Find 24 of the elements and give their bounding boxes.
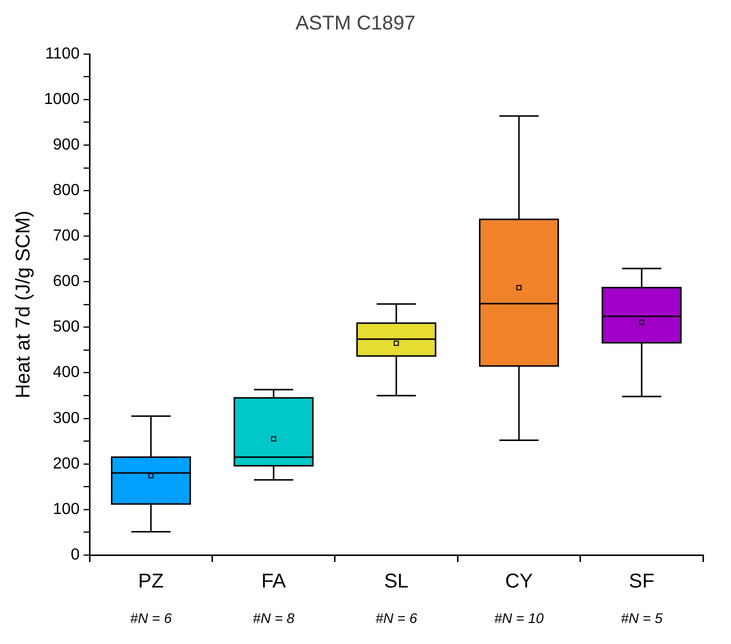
text: #N = 6 xyxy=(375,610,418,626)
text: #N = 5 xyxy=(620,610,663,626)
y-tick-label: 300 xyxy=(52,410,80,427)
y-tick-label: 0 xyxy=(70,546,80,564)
y-tick-label: 600 xyxy=(52,273,80,290)
y-tick-label: 1000 xyxy=(44,90,80,108)
y-tick-label: 700 xyxy=(52,228,80,245)
y-tick-label: 400 xyxy=(52,364,80,382)
y-tick-label: 800 xyxy=(52,182,80,200)
x-tick-label: FA xyxy=(261,570,286,593)
x-tick-label: CY xyxy=(505,570,533,593)
text: #N = 6 xyxy=(130,610,172,626)
x-tick-label: PZ xyxy=(138,570,164,593)
y-tick-label: 200 xyxy=(52,455,80,472)
y-tick-label: 900 xyxy=(52,136,80,154)
y-tick-label: 500 xyxy=(52,318,80,336)
chart-title: ASTM C1897 xyxy=(295,12,416,35)
x-tick-label: SL xyxy=(384,570,409,593)
text: #N = 10 xyxy=(494,610,544,626)
y-tick-label: 100 xyxy=(52,500,80,518)
text: #N = 8 xyxy=(252,610,295,626)
x-tick-label: SF xyxy=(628,570,654,593)
y-axis-title: Heat at 7d (J/g SCM) xyxy=(12,210,35,398)
y-tick-label: 1100 xyxy=(45,45,80,62)
